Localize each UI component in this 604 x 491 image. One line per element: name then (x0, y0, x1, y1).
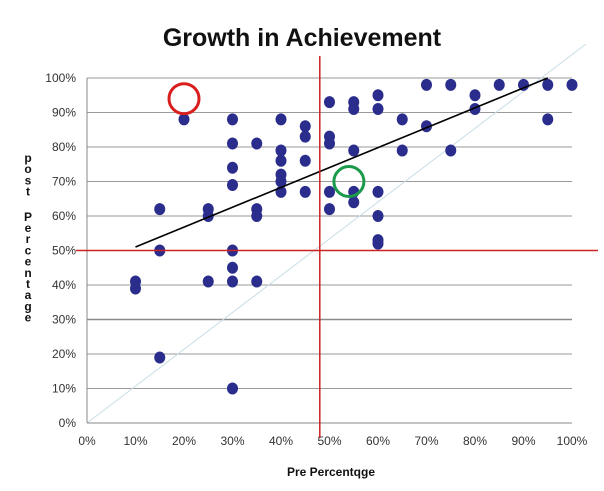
y-tick-labels: 0% 10% 20% 30% 40% 50% 60% 70% 80% 90% 100% (45, 71, 76, 430)
data-point (445, 144, 457, 157)
data-point (275, 154, 287, 167)
data-point (275, 144, 287, 157)
y-axis-label-char: t (26, 185, 30, 199)
y-axis-label-char: s (25, 173, 32, 187)
data-point (372, 89, 384, 102)
data-point (348, 196, 360, 209)
y-axis-label-char: n (24, 266, 31, 280)
x-tick-labels: 0% 10% 20% 30% 40% 50% 60% 70% 80% 90% 100% (78, 434, 587, 448)
y-tick-label: 20% (52, 347, 76, 361)
y-tick-label: 10% (52, 382, 76, 396)
y-tick-label: 0% (59, 416, 77, 430)
data-point (227, 275, 238, 288)
x-tick-label: 80% (463, 434, 487, 448)
reference-lines (76, 56, 598, 438)
data-point (324, 96, 335, 109)
data-point (372, 210, 384, 222)
chart-title: Growth in Achievement (163, 24, 442, 52)
data-point (227, 261, 238, 274)
data-point (396, 113, 408, 126)
y-tick-label: 90% (52, 106, 76, 120)
y-axis-label-char: e (25, 221, 32, 235)
annotations (167, 82, 366, 198)
x-axis-label: Pre Percentqge (287, 465, 375, 479)
x-tick-label: 90% (511, 434, 535, 448)
x-tick-label: 100% (557, 434, 588, 448)
data-point (299, 185, 311, 198)
data-point (227, 382, 238, 395)
trendline (135, 77, 549, 248)
data-point (178, 113, 190, 126)
data-point (396, 144, 408, 157)
data-point (251, 137, 263, 150)
y-axis-label-char: P (24, 210, 32, 224)
data-point (348, 144, 360, 157)
x-tick-label: 0% (78, 434, 96, 448)
data-point (299, 154, 311, 167)
y-axis-label-char: g (24, 299, 31, 313)
y-axis-label-char: p (24, 151, 31, 165)
y-axis-label-char: o (24, 162, 31, 176)
data-point (469, 89, 481, 102)
data-point (566, 78, 578, 91)
data-point (542, 113, 554, 126)
x-tick-label: 30% (220, 434, 244, 448)
y-tick-label: 50% (52, 244, 76, 258)
data-point (154, 351, 166, 364)
data-point (227, 113, 238, 126)
data-points (130, 78, 578, 395)
y-tick-label: 80% (52, 140, 76, 154)
x-tick-label: 10% (123, 434, 147, 448)
x-tick-label: 50% (317, 434, 341, 448)
y-tick-label: 100% (45, 71, 76, 85)
data-point (130, 282, 141, 295)
data-point (372, 103, 384, 116)
data-point (518, 78, 529, 91)
data-point (251, 275, 263, 288)
data-point (154, 203, 166, 216)
y-tick-label: 70% (52, 175, 76, 189)
data-point (324, 137, 335, 150)
y-tick-label: 60% (52, 209, 76, 223)
y-tick-label: 30% (52, 313, 76, 327)
data-point (372, 237, 384, 250)
data-point (445, 78, 457, 91)
y-axis-label-char: e (25, 255, 32, 269)
y-axis-label-char: a (25, 288, 32, 302)
data-point (227, 161, 238, 174)
data-point (275, 175, 287, 188)
data-point (299, 130, 311, 143)
annotation-circle (167, 82, 201, 116)
x-tick-label: 70% (414, 434, 438, 448)
data-point (299, 120, 311, 133)
data-point (324, 203, 335, 216)
data-point (227, 178, 238, 191)
x-tick-label: 60% (366, 434, 390, 448)
annotation-circle (332, 165, 366, 198)
y-tick-label: 40% (52, 278, 76, 292)
y-axis-label-char: r (26, 232, 31, 246)
data-point (202, 275, 214, 288)
y-axis-label-char: c (25, 243, 32, 257)
data-point (324, 185, 335, 198)
data-point (493, 78, 505, 91)
identity-line (86, 43, 587, 424)
y-axis-label-char: t (26, 277, 30, 291)
x-tick-label: 20% (172, 434, 196, 448)
x-tick-label: 40% (269, 434, 293, 448)
data-point (348, 103, 360, 116)
data-point (251, 210, 263, 222)
data-point (542, 78, 554, 91)
data-point (421, 78, 432, 91)
data-point (372, 185, 384, 198)
data-point (227, 137, 238, 150)
data-point (275, 113, 287, 126)
y-axis-label-char: e (25, 311, 32, 325)
